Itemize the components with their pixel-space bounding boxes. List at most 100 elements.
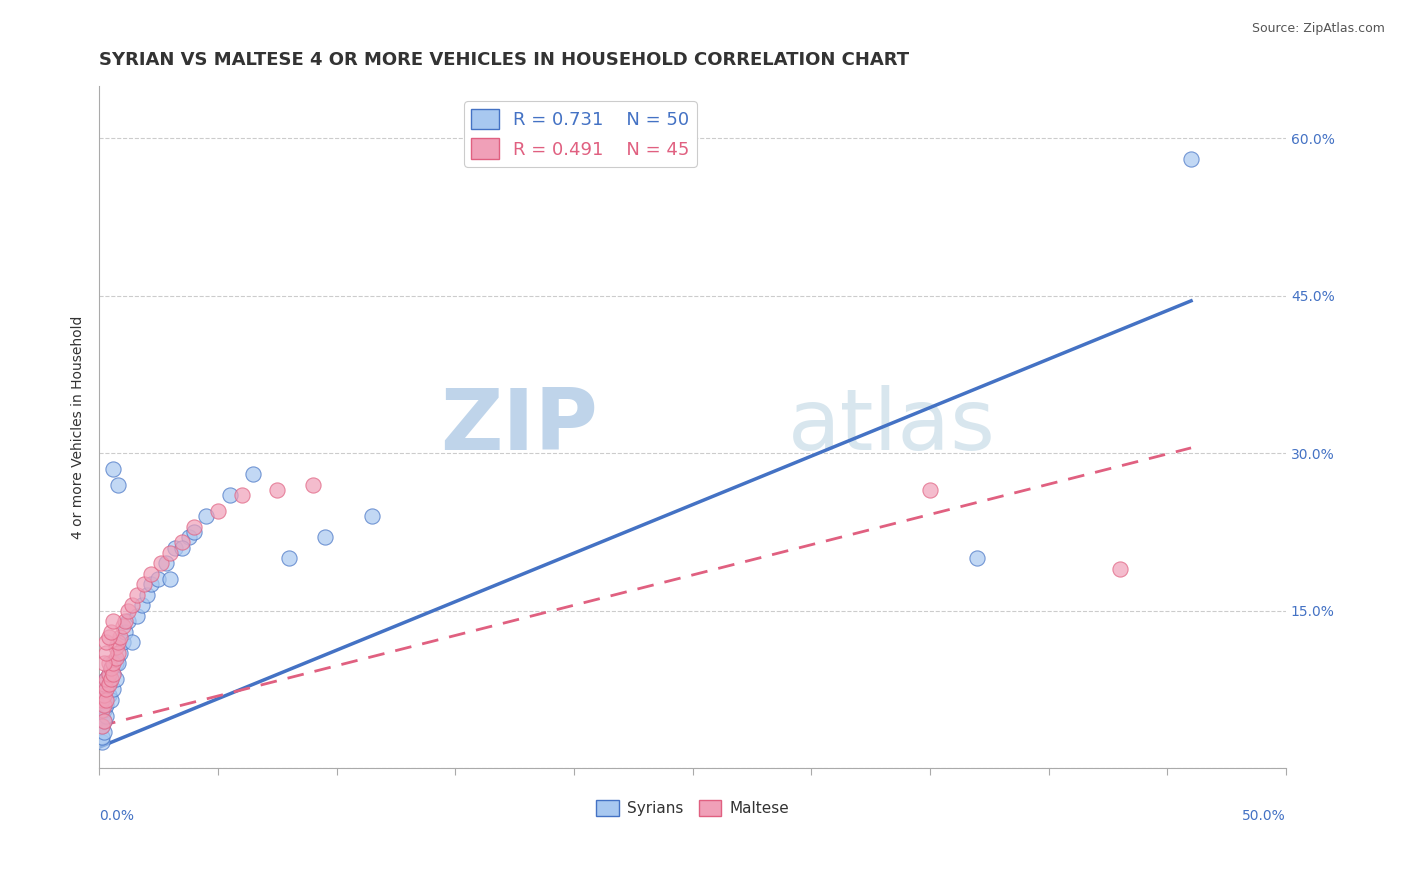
Point bbox=[179, 530, 201, 544]
Point bbox=[104, 640, 127, 655]
Text: atlas: atlas bbox=[787, 385, 995, 468]
Point bbox=[104, 651, 127, 665]
Point bbox=[107, 657, 129, 671]
Point bbox=[90, 704, 112, 718]
Point bbox=[183, 519, 205, 533]
Point bbox=[110, 646, 132, 660]
Point bbox=[159, 572, 181, 586]
Point bbox=[242, 467, 264, 482]
Point bbox=[148, 572, 170, 586]
Point bbox=[141, 566, 163, 581]
Point bbox=[117, 614, 139, 628]
Point bbox=[100, 661, 122, 675]
Point bbox=[121, 635, 143, 649]
Point bbox=[278, 551, 301, 566]
Point bbox=[90, 719, 112, 733]
Point bbox=[1108, 562, 1130, 576]
Point bbox=[96, 635, 118, 649]
Text: Source: ZipAtlas.com: Source: ZipAtlas.com bbox=[1251, 22, 1385, 36]
Point bbox=[100, 693, 122, 707]
Point bbox=[107, 635, 129, 649]
Point bbox=[301, 477, 323, 491]
Point bbox=[97, 666, 120, 681]
Point bbox=[127, 588, 149, 602]
Point bbox=[93, 688, 115, 702]
Point bbox=[96, 646, 118, 660]
Point bbox=[103, 657, 125, 671]
Point bbox=[207, 504, 229, 518]
Point bbox=[96, 693, 118, 707]
Point bbox=[111, 635, 134, 649]
Point bbox=[93, 677, 115, 691]
Point bbox=[361, 509, 384, 524]
Point bbox=[135, 588, 157, 602]
Legend: Syrians, Maltese: Syrians, Maltese bbox=[591, 794, 794, 822]
Text: SYRIAN VS MALTESE 4 OR MORE VEHICLES IN HOUSEHOLD CORRELATION CHART: SYRIAN VS MALTESE 4 OR MORE VEHICLES IN … bbox=[100, 51, 910, 69]
Point bbox=[93, 693, 115, 707]
Point bbox=[96, 682, 118, 697]
Point bbox=[97, 657, 120, 671]
Point bbox=[159, 546, 181, 560]
Point bbox=[96, 698, 118, 713]
Point bbox=[96, 672, 118, 686]
Point bbox=[90, 730, 112, 744]
Y-axis label: 4 or more Vehicles in Household: 4 or more Vehicles in Household bbox=[72, 315, 86, 539]
Point bbox=[266, 483, 288, 497]
Point bbox=[90, 719, 112, 733]
Point bbox=[103, 614, 125, 628]
Point bbox=[93, 704, 115, 718]
Point bbox=[114, 624, 136, 639]
Point bbox=[97, 666, 120, 681]
Point bbox=[100, 624, 122, 639]
Point bbox=[172, 535, 194, 549]
Point bbox=[231, 488, 253, 502]
Point bbox=[100, 661, 122, 675]
Point bbox=[131, 599, 153, 613]
Point bbox=[97, 677, 120, 691]
Point bbox=[100, 672, 122, 686]
Point bbox=[93, 714, 115, 728]
Point bbox=[314, 530, 336, 544]
Point bbox=[93, 688, 115, 702]
Point bbox=[110, 630, 132, 644]
Point bbox=[107, 646, 129, 660]
Point bbox=[218, 488, 240, 502]
Point bbox=[114, 614, 136, 628]
Point bbox=[1180, 152, 1202, 166]
Point bbox=[183, 524, 205, 539]
Point bbox=[96, 708, 118, 723]
Point bbox=[103, 666, 125, 681]
Point bbox=[97, 677, 120, 691]
Text: 50.0%: 50.0% bbox=[1243, 809, 1286, 823]
Point bbox=[103, 666, 125, 681]
Point bbox=[90, 708, 112, 723]
Point bbox=[155, 557, 177, 571]
Point bbox=[96, 672, 118, 686]
Point bbox=[104, 657, 127, 671]
Point bbox=[165, 541, 187, 555]
Point bbox=[93, 724, 115, 739]
Point bbox=[103, 462, 125, 476]
Point bbox=[93, 698, 115, 713]
Point bbox=[127, 609, 149, 624]
Point bbox=[111, 619, 134, 633]
Point bbox=[149, 557, 172, 571]
Point bbox=[90, 693, 112, 707]
Point bbox=[97, 630, 120, 644]
Point bbox=[93, 657, 115, 671]
Point bbox=[104, 672, 127, 686]
Point bbox=[172, 541, 194, 555]
Point bbox=[93, 714, 115, 728]
Point bbox=[918, 483, 941, 497]
Point bbox=[96, 682, 118, 697]
Point bbox=[100, 672, 122, 686]
Point bbox=[134, 577, 156, 591]
Point bbox=[103, 682, 125, 697]
Point bbox=[117, 604, 139, 618]
Point bbox=[97, 688, 120, 702]
Text: ZIP: ZIP bbox=[440, 385, 598, 468]
Point bbox=[141, 577, 163, 591]
Text: 0.0%: 0.0% bbox=[100, 809, 134, 823]
Point bbox=[90, 735, 112, 749]
Point bbox=[107, 477, 129, 491]
